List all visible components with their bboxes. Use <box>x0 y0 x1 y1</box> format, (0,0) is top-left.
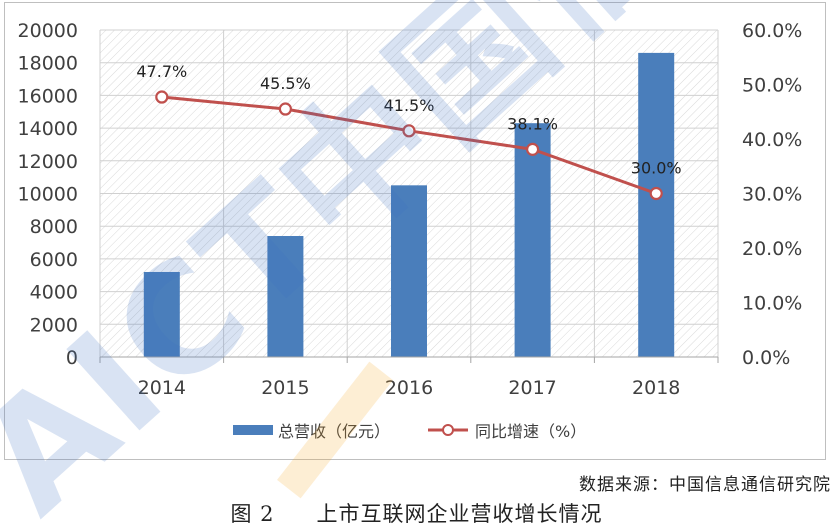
y-right-tick-label: 50.0% <box>742 75 802 97</box>
bar-2014 <box>143 271 180 357</box>
y-left-tick-label: 0 <box>66 347 78 369</box>
x-tick-label: 2017 <box>508 377 556 399</box>
y-left-tick-label: 2000 <box>30 314 78 336</box>
x-tick-label: 2015 <box>261 377 309 399</box>
axes: 0 2000 4000 6000 8000 10000 12000 14000 16000 180… <box>18 20 803 399</box>
y-left-tick-label: 14000 <box>18 118 78 140</box>
point-2015 <box>278 102 292 116</box>
point-2018 <box>649 186 663 201</box>
y-left-tick-label: 20000 <box>18 20 78 42</box>
data-label-2018: 30.0% <box>631 159 682 178</box>
data-label-2016: 41.5% <box>384 96 435 115</box>
y-right-tick-label: 0.0% <box>742 347 790 369</box>
y-left-tick-label: 18000 <box>18 53 78 75</box>
bar-2016 <box>391 185 427 357</box>
y-left-tick-label: 4000 <box>30 282 78 304</box>
y-left-tick-label: 12000 <box>18 151 78 173</box>
legend: 总营收（亿元） 同比增速（%） <box>233 422 586 441</box>
y-right-tick-label: 10.0% <box>742 293 802 315</box>
revenue-bars <box>143 52 675 357</box>
figure-caption: 图 2 上市互联网企业营收增长情况 <box>0 498 833 528</box>
watermark-orange-stroke <box>277 361 393 499</box>
data-label-2015: 45.5% <box>260 74 311 93</box>
point-2017 <box>525 142 540 156</box>
y-left-tick-label: 6000 <box>30 249 78 271</box>
bar-2017 <box>514 123 551 357</box>
point-2016 <box>402 124 416 138</box>
legend-bar-label: 总营收（亿元） <box>278 422 390 441</box>
y-right-tick-label: 30.0% <box>742 184 802 206</box>
y-right-tick-label: 20.0% <box>742 238 802 260</box>
y-left-tick-label: 16000 <box>18 85 78 107</box>
x-tick-label: 2016 <box>385 377 433 399</box>
y-left-tick-label: 8000 <box>30 216 78 238</box>
growth-line: 47.7% 45.5% 41.5% 38.1% 30.0% <box>136 62 682 201</box>
data-label-2017: 38.1% <box>507 114 558 133</box>
caption-number: 图 2 <box>230 502 275 526</box>
bar-2015 <box>267 236 304 357</box>
legend-line-marker <box>442 424 454 436</box>
legend-line-label: 同比增速（%） <box>475 422 586 441</box>
x-tick-label: 2014 <box>138 377 186 399</box>
x-tick-label: 2018 <box>632 377 680 399</box>
y-right-tick-label: 40.0% <box>742 129 802 151</box>
source-note: 数据来源：中国信息通信研究院 <box>579 475 831 495</box>
data-label-2014: 47.7% <box>136 62 187 81</box>
y-left-tick-label: 10000 <box>18 184 78 206</box>
legend-bar-swatch <box>233 425 273 435</box>
caption-title: 上市互联网企业营收增长情况 <box>316 502 603 526</box>
bar-2018 <box>638 52 675 357</box>
y-right-tick-label: 60.0% <box>742 20 802 42</box>
point-2014 <box>155 90 169 104</box>
